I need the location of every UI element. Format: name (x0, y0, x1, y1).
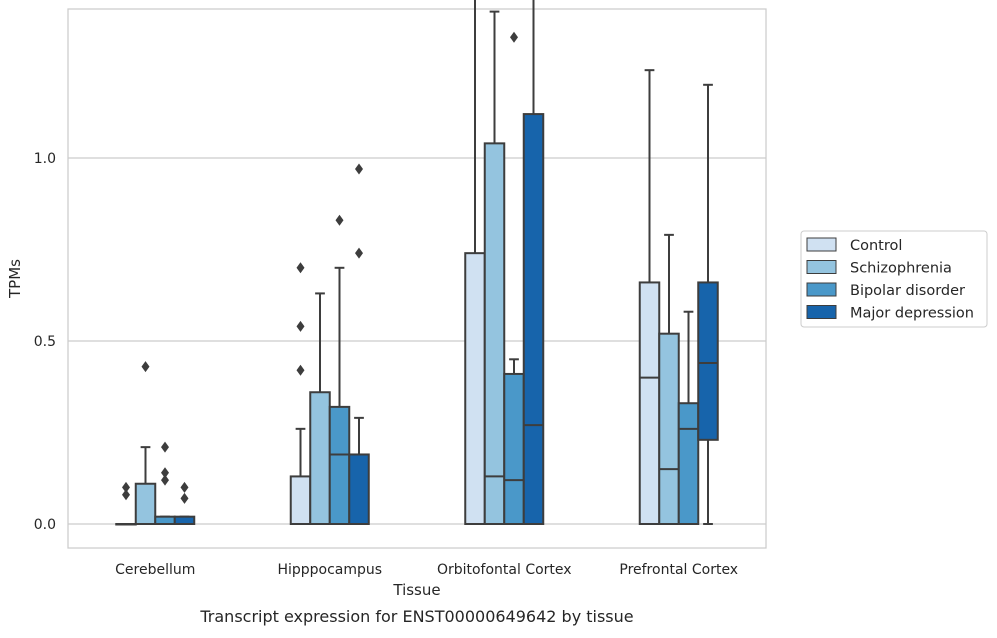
box-0-1 (289, 262, 312, 526)
outlier-point (296, 364, 305, 376)
y-axis-ticks: 0.00.51.01.52.02.5 (34, 151, 56, 533)
box (328, 405, 351, 526)
x-tick-label: Hipppocampus (277, 562, 382, 578)
box-3-0 (173, 481, 196, 525)
box-1-2 (483, 10, 506, 526)
outlier-point (335, 214, 344, 226)
y-tick-label: 1.0 (34, 151, 56, 167)
box (134, 482, 157, 525)
box-2-2 (503, 31, 525, 525)
y-tick-label: 0.0 (34, 517, 56, 533)
legend-swatch (806, 260, 837, 274)
legend-label: Bipolar disorder (850, 283, 965, 299)
box (309, 391, 331, 525)
box-0-3 (638, 69, 661, 525)
x-tick-label: Orbitofontal Cortex (437, 562, 572, 578)
legend-swatch (806, 237, 837, 252)
box (697, 281, 719, 441)
box-0-0 (115, 481, 137, 526)
box-0-2 (464, 0, 486, 525)
box (154, 515, 176, 525)
y-tick-label: 0.5 (34, 334, 56, 350)
box (522, 113, 545, 526)
box-1-1 (309, 292, 331, 525)
legend-frame (800, 230, 988, 328)
legend-swatch (806, 305, 837, 319)
box-3-1 (348, 163, 370, 525)
box-1-0 (134, 361, 157, 525)
x-axis-ticks: Cerebellum Hipppocampus Orbitofontal Corte… (115, 562, 738, 578)
box-2-3 (677, 310, 700, 525)
legend-label: Schizophrenia (850, 261, 952, 277)
plot-frame (67, 8, 767, 549)
box-2-0 (154, 441, 176, 525)
box-3-2 (522, 0, 545, 526)
outlier-point (355, 247, 363, 259)
x-tick-label: Cerebellum (115, 562, 195, 578)
y-axis-label: TPMs (6, 259, 24, 299)
outlier-point (141, 361, 150, 373)
outlier-point (355, 163, 363, 175)
outlier-point (161, 474, 169, 486)
legend-label: Control (850, 238, 902, 254)
box-2-1 (328, 214, 351, 526)
chart-caption: Transcript expression for ENST0000064964… (199, 607, 633, 626)
outlier-point (296, 320, 305, 332)
outlier-point (161, 467, 169, 479)
outlier-point (122, 489, 130, 501)
outlier-point (161, 441, 169, 453)
box (289, 475, 312, 526)
box (677, 402, 700, 525)
outlier-point (180, 492, 189, 504)
box (658, 332, 680, 525)
box-1-3 (658, 233, 680, 525)
box-3-3 (697, 83, 719, 525)
legend: Control Schizophrenia Bipolar disorder Majo… (800, 230, 988, 328)
box (503, 372, 525, 525)
outlier-point (510, 31, 518, 43)
boxes (115, 0, 719, 526)
box (348, 453, 370, 525)
box (173, 515, 196, 525)
box (464, 252, 486, 525)
outlier-point (296, 262, 305, 274)
x-axis-label: Tissue (392, 581, 440, 599)
legend-swatch (806, 282, 837, 297)
box (638, 281, 661, 525)
legend-label: Major depression (850, 306, 974, 322)
outlier-point (180, 481, 189, 493)
box (483, 142, 506, 526)
outlier-point (122, 481, 130, 493)
x-tick-label: Prefrontal Cortex (619, 562, 738, 578)
